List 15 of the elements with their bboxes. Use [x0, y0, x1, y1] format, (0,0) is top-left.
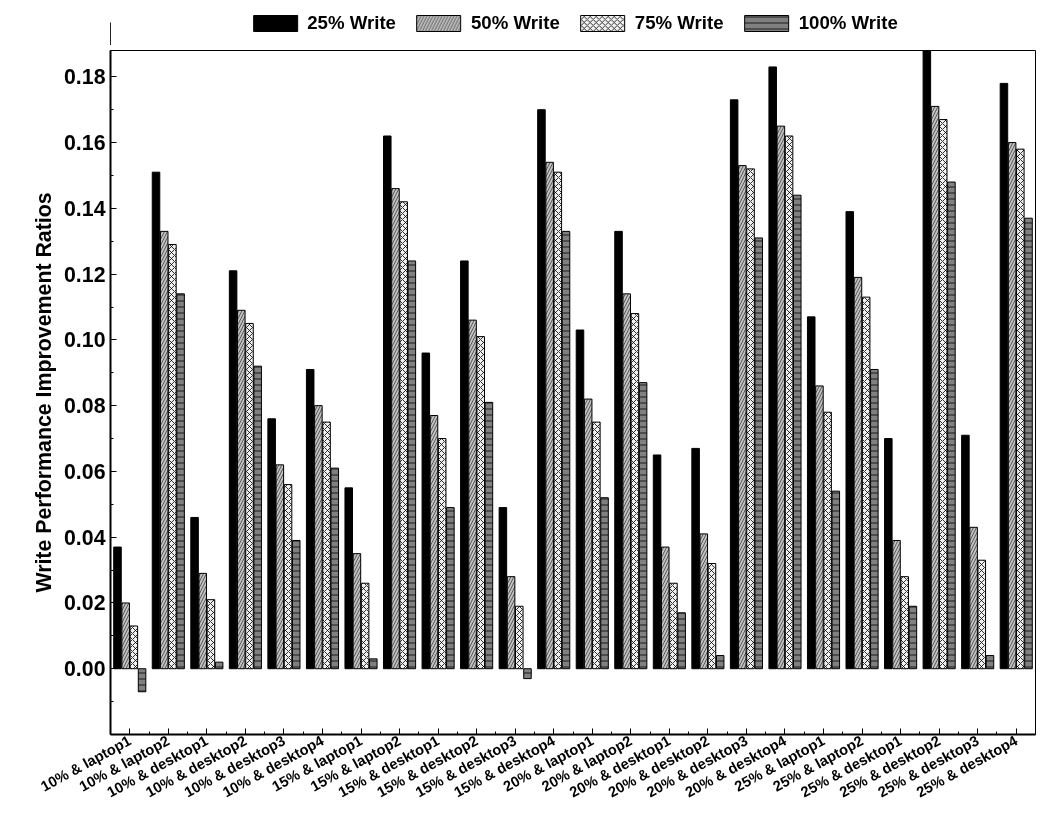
- y-tick-label: 0.04: [63, 525, 106, 550]
- y-tick-label: 0.00: [63, 657, 106, 682]
- y-tick-label: 0.14: [63, 196, 106, 221]
- y-tick-label: 0.02: [63, 591, 106, 616]
- legend-label: 50% Write: [470, 11, 560, 34]
- y-tick-label: 0.12: [63, 262, 106, 287]
- y-tick-label: 0.18: [63, 65, 106, 90]
- y-tick-label: 0.16: [63, 131, 106, 156]
- y-tick-label: 0.10: [63, 328, 106, 353]
- y-axis-title: Write Performance Improvement Ratios: [31, 192, 56, 593]
- y-tick-label: 0.08: [63, 394, 106, 419]
- legend-label: 25% Write: [307, 11, 396, 34]
- y-tick-label: 0.06: [63, 459, 106, 484]
- legend-label: 100% Write: [798, 11, 898, 34]
- legend-label: 75% Write: [634, 11, 724, 34]
